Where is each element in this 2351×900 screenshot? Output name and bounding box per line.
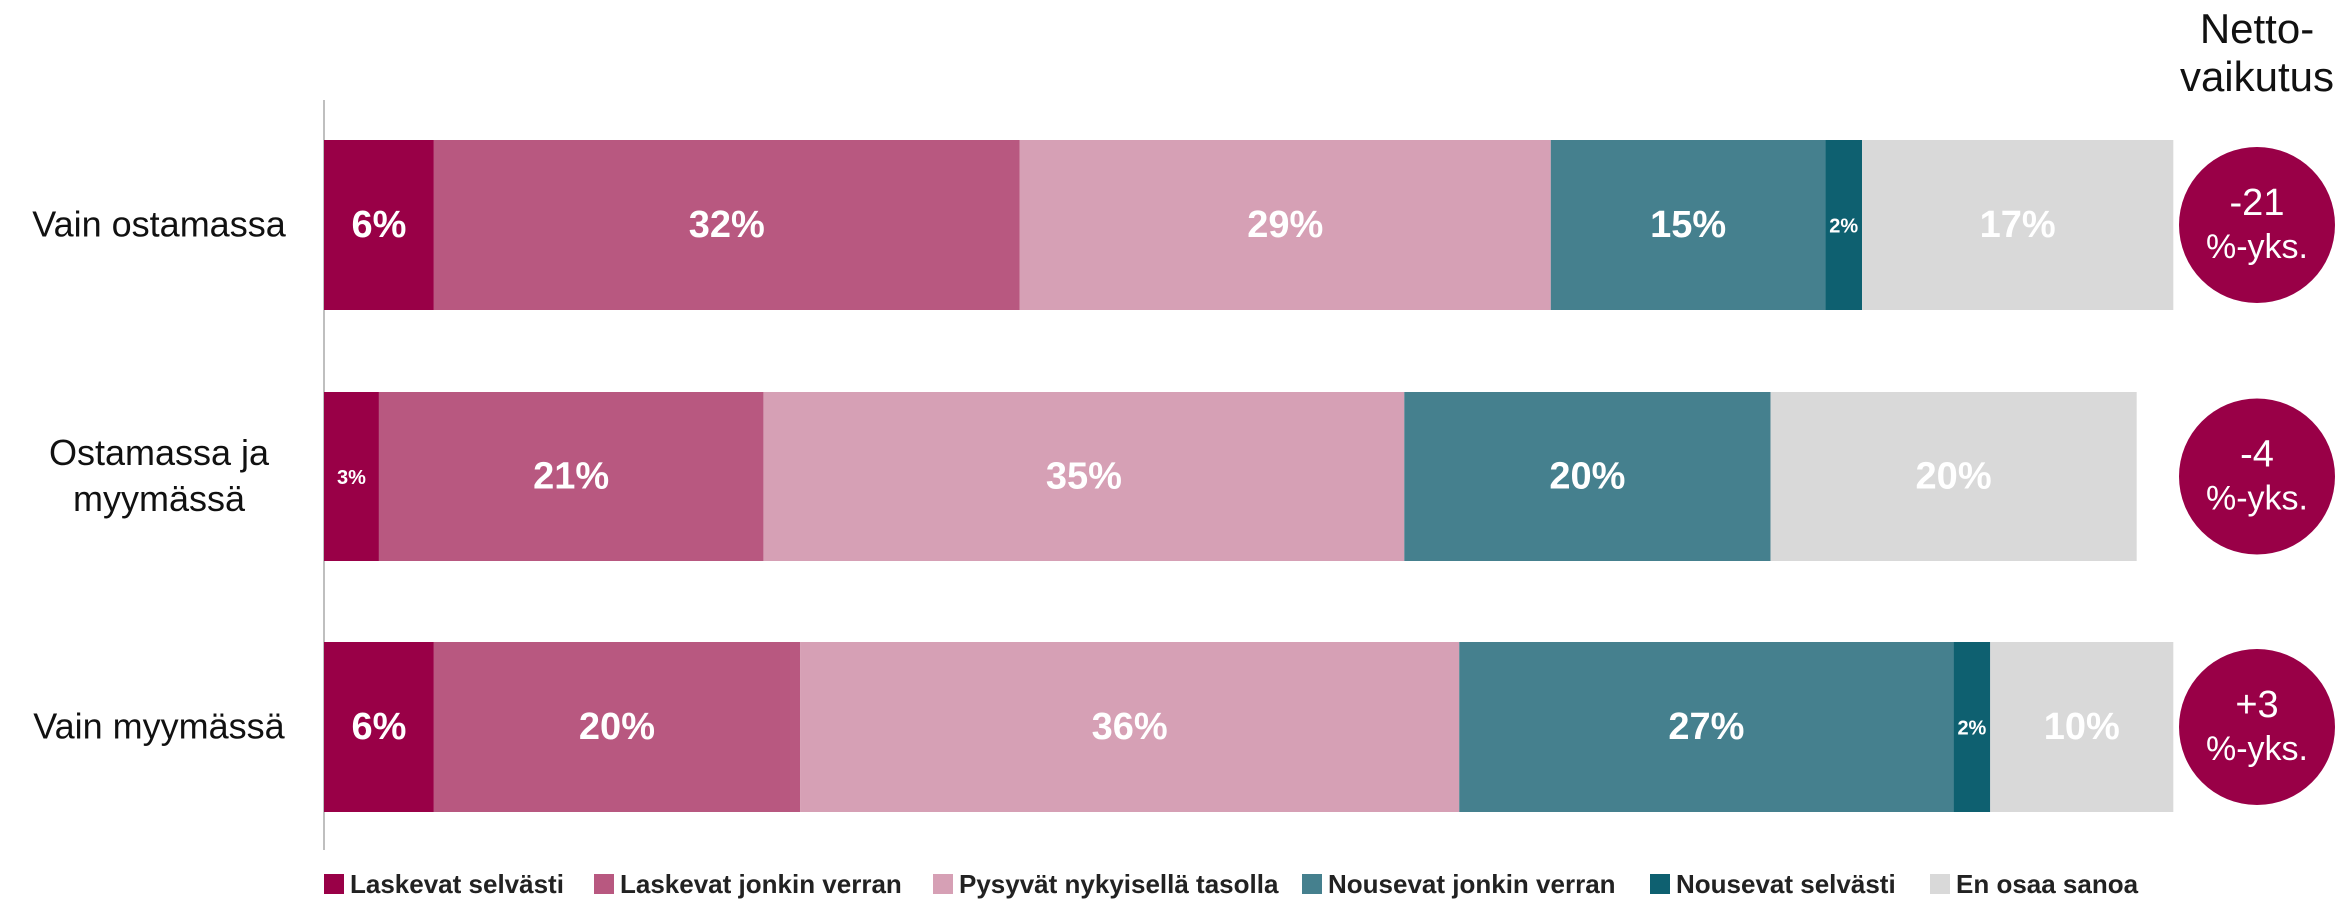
bar-segment <box>324 642 434 812</box>
bar-segment <box>324 140 434 310</box>
net-unit: %-yks. <box>2206 479 2308 517</box>
bar-segment <box>763 392 1405 561</box>
data-label: 15% <box>1650 204 1726 246</box>
legend-swatch <box>1302 874 1322 894</box>
legend-swatch <box>324 874 344 894</box>
bar-segment <box>1990 642 2174 812</box>
legend-swatch <box>1930 874 1950 894</box>
data-label: 21% <box>533 456 609 498</box>
data-label: 6% <box>351 204 406 246</box>
net-unit: %-yks. <box>2206 228 2308 266</box>
net-circle <box>2179 147 2335 303</box>
bar-segment <box>324 392 379 561</box>
data-label: 2% <box>1829 215 1858 237</box>
legend-label: Laskevat jonkin verran <box>620 869 902 899</box>
data-label: 17% <box>1980 204 2056 246</box>
net-value: -4 <box>2240 434 2274 476</box>
legend-label: Laskevat selvästi <box>350 869 564 899</box>
bar-segment <box>1550 140 1826 310</box>
bar-segment <box>1404 392 1771 561</box>
bar-segment <box>1459 642 1954 812</box>
data-label: 3% <box>337 467 366 489</box>
data-label: 2% <box>1957 717 1986 739</box>
legend-swatch <box>933 874 953 894</box>
net-value: -21 <box>2230 182 2285 224</box>
net-circle <box>2179 649 2335 805</box>
legend-label: Pysyvät nykyisellä tasolla <box>959 869 1279 899</box>
data-label: 35% <box>1046 456 1122 498</box>
bar-segment <box>1825 140 1863 310</box>
category-label: Ostamassa ja myymässä <box>48 431 270 520</box>
bar-segment <box>1953 642 1991 812</box>
bar-segment <box>1019 140 1551 310</box>
net-value: +3 <box>2235 684 2278 726</box>
legend-swatch <box>1650 874 1670 894</box>
data-label: 27% <box>1668 706 1744 748</box>
bar-segment <box>433 642 801 812</box>
data-label: 32% <box>689 204 765 246</box>
bar-segment <box>433 140 1020 310</box>
data-label: 20% <box>579 706 655 748</box>
bar-segment <box>800 642 1460 812</box>
legend-swatch <box>594 874 614 894</box>
data-label: 20% <box>1549 456 1625 498</box>
bar-segment <box>1770 392 2137 561</box>
net-unit: %-yks. <box>2206 730 2308 768</box>
legend-label: En osaa sanoa <box>1956 869 2139 899</box>
category-label: Vain myymässä <box>33 705 285 747</box>
net-circle <box>2179 398 2335 555</box>
bar-segment <box>1862 140 2174 310</box>
data-label: 29% <box>1247 204 1323 246</box>
net-title: Netto- <box>2200 5 2314 52</box>
legend-label: Nousevat selvästi <box>1676 869 1896 899</box>
data-label: 10% <box>2044 706 2120 748</box>
category-label: Vain ostamassa <box>32 203 286 245</box>
data-label: 6% <box>351 706 406 748</box>
legend-label: Nousevat jonkin verran <box>1328 869 1616 899</box>
net-title: vaikutus <box>2180 53 2334 100</box>
data-label: 20% <box>1916 456 1992 498</box>
data-label: 36% <box>1092 706 1168 748</box>
bar-segment <box>378 392 764 561</box>
